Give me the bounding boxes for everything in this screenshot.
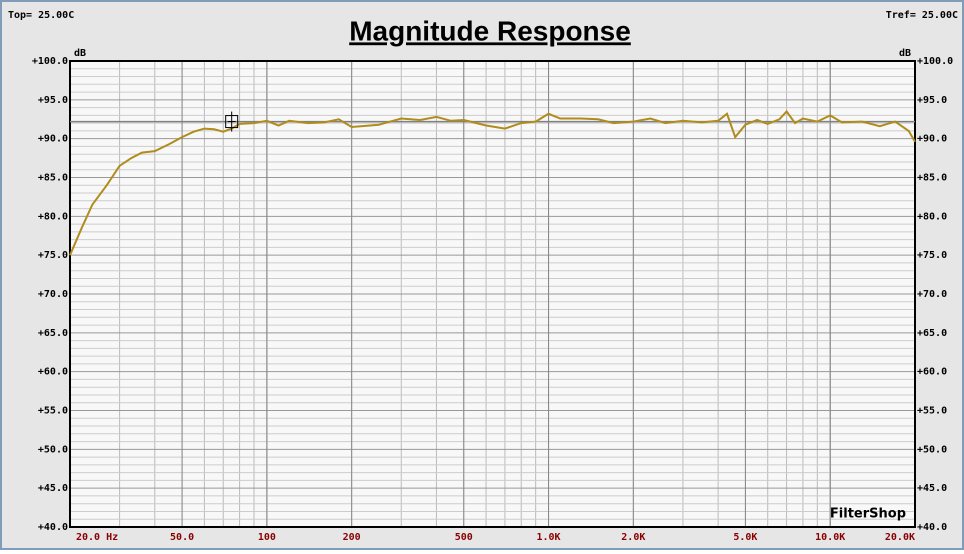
y-tick-label: +60.0 <box>38 367 68 378</box>
y2-tick-label: +70.0 <box>917 289 947 300</box>
y-tick-label: +85.0 <box>38 173 68 184</box>
y-tick-label: +45.0 <box>38 483 68 494</box>
y-tick-label: +55.0 <box>38 406 68 417</box>
y-unit: dB <box>74 48 86 59</box>
y2-tick-label: +60.0 <box>917 367 947 378</box>
y2-tick-label: +80.0 <box>917 211 947 222</box>
x-tick-label: 50.0 <box>170 532 194 543</box>
y2-tick-label: +65.0 <box>917 328 947 339</box>
y-tick-label: +40.0 <box>38 522 68 533</box>
tref-label: Tref= 25.00C <box>886 10 958 21</box>
x-tick-label: 1.0K <box>536 532 560 543</box>
y2-tick-label: +55.0 <box>917 406 947 417</box>
x-tick-label: 2.0K <box>621 532 645 543</box>
x-tick-label: 5.0K <box>733 532 757 543</box>
y2-tick-label: +85.0 <box>917 173 947 184</box>
y-tick-label: +100.0 <box>32 56 68 67</box>
y-tick-label: +95.0 <box>38 95 68 106</box>
y2-tick-label: +40.0 <box>917 522 947 533</box>
brand: FilterShop <box>830 507 906 522</box>
y2-tick-label: +100.0 <box>917 56 953 67</box>
y-tick-label: +90.0 <box>38 134 68 145</box>
series-line <box>69 109 916 256</box>
y2-tick-label: +75.0 <box>917 250 947 261</box>
y2-tick-label: +45.0 <box>917 483 947 494</box>
x-tick-label: 500 <box>455 532 473 543</box>
y2-tick-label: +95.0 <box>917 95 947 106</box>
x-tick-label: 10.0K <box>815 532 845 543</box>
y2-tick-label: +90.0 <box>917 134 947 145</box>
y-tick-label: +50.0 <box>38 444 68 455</box>
y-tick-label: +70.0 <box>38 289 68 300</box>
chart-title: Magnitude Response <box>349 15 631 46</box>
top-label: Top= 25.00C <box>8 10 74 21</box>
y2-tick-label: +50.0 <box>917 444 947 455</box>
x-tick-label: 200 <box>343 532 361 543</box>
y2-unit: dB <box>899 48 911 59</box>
plot-border <box>69 60 916 528</box>
y-tick-label: +75.0 <box>38 250 68 261</box>
y-tick-label: +65.0 <box>38 328 68 339</box>
x-tick-label: 20.0K <box>885 532 915 543</box>
x-tick-label: 20.0 Hz <box>76 532 118 543</box>
y-tick-label: +80.0 <box>38 211 68 222</box>
x-tick-label: 100 <box>258 532 276 543</box>
